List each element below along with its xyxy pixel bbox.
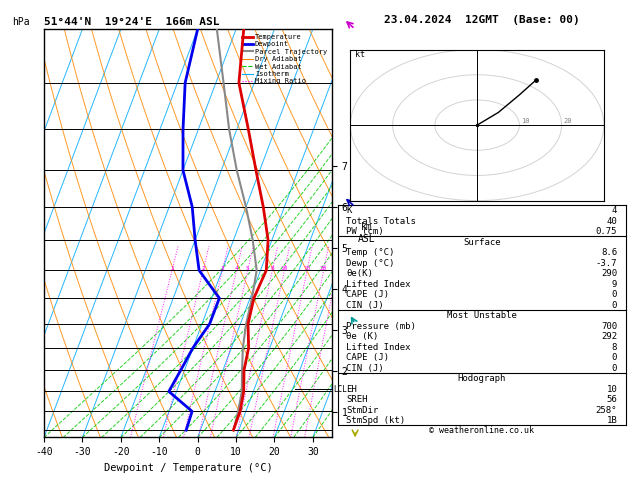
Y-axis label: km
ASL: km ASL [359,223,376,244]
Text: 2: 2 [201,266,205,271]
Text: CAPE (J): CAPE (J) [347,353,389,362]
Text: StmDir: StmDir [347,406,379,415]
Text: 4: 4 [612,206,617,215]
Text: hPa: hPa [13,17,30,27]
Text: 23.04.2024  12GMT  (Base: 00): 23.04.2024 12GMT (Base: 00) [384,15,580,25]
Text: 20: 20 [564,118,572,123]
Text: © weatheronline.co.uk: © weatheronline.co.uk [430,426,535,435]
Text: 290: 290 [601,269,617,278]
Text: EH: EH [347,385,357,394]
Text: 258°: 258° [596,406,617,415]
Text: Dewp (°C): Dewp (°C) [347,259,395,268]
Text: 0: 0 [612,301,617,310]
Text: 10: 10 [521,118,530,123]
Text: 9: 9 [612,280,617,289]
Text: 3: 3 [220,266,224,271]
Text: Lifted Index: Lifted Index [347,343,411,352]
Text: 8.6: 8.6 [601,248,617,257]
Text: 1: 1 [170,266,174,271]
Text: 0: 0 [612,353,617,362]
Text: Temp (°C): Temp (°C) [347,248,395,257]
Text: 700: 700 [601,322,617,331]
Text: 10: 10 [606,385,617,394]
Text: θe(K): θe(K) [347,269,374,278]
Text: 15: 15 [303,266,311,271]
Text: Totals Totals: Totals Totals [347,217,416,226]
Legend: Temperature, Dewpoint, Parcel Trajectory, Dry Adiabat, Wet Adiabat, Isotherm, Mi: Temperature, Dewpoint, Parcel Trajectory… [241,33,328,86]
Text: Hodograph: Hodograph [458,374,506,383]
Text: kt: kt [355,50,365,59]
Text: 20: 20 [320,266,327,271]
Text: 8: 8 [612,343,617,352]
Text: CIN (J): CIN (J) [347,301,384,310]
Text: θe (K): θe (K) [347,332,379,341]
Text: Surface: Surface [463,238,501,247]
Text: Most Unstable: Most Unstable [447,311,517,320]
Text: -3.7: -3.7 [596,259,617,268]
Text: 5: 5 [246,266,250,271]
Text: 56: 56 [606,395,617,404]
Text: StmSpd (kt): StmSpd (kt) [347,416,406,425]
Text: PW (cm): PW (cm) [347,227,384,236]
Text: 0.75: 0.75 [596,227,617,236]
Text: 0: 0 [612,290,617,299]
Text: LCL: LCL [333,385,347,394]
Text: K: K [347,206,352,215]
X-axis label: Dewpoint / Temperature (°C): Dewpoint / Temperature (°C) [104,463,272,473]
Text: 40: 40 [606,217,617,226]
Text: SREH: SREH [347,395,368,404]
Text: 4: 4 [235,266,238,271]
Text: CIN (J): CIN (J) [347,364,384,373]
Text: 8: 8 [270,266,274,271]
Text: 10: 10 [281,266,288,271]
Text: 1B: 1B [606,416,617,425]
Text: 51°44'N  19°24'E  166m ASL: 51°44'N 19°24'E 166m ASL [44,17,220,27]
Text: 0: 0 [612,364,617,373]
Text: Lifted Index: Lifted Index [347,280,411,289]
Text: 292: 292 [601,332,617,341]
Text: CAPE (J): CAPE (J) [347,290,389,299]
Text: Pressure (mb): Pressure (mb) [347,322,416,331]
